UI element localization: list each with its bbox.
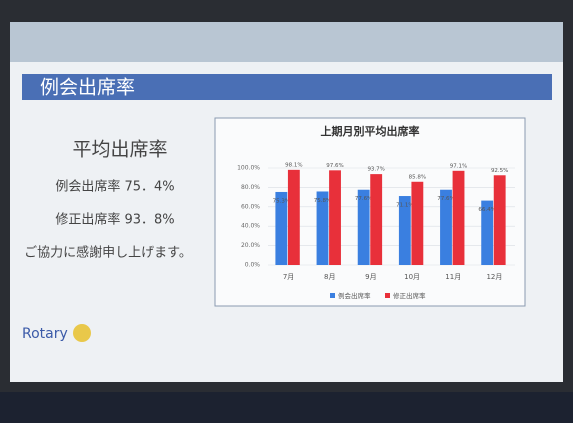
bar	[288, 170, 300, 265]
value-label: 97.6%	[326, 163, 343, 169]
line: ご協力に感謝申し上げます。	[24, 245, 192, 261]
legend-swatch	[385, 293, 390, 298]
y-tick-label: 80.0%	[241, 184, 260, 191]
value-label: 75.3%	[273, 198, 290, 204]
chart-title: 上期月別平均出席率	[321, 124, 420, 138]
line: 例会出席率 75．4%	[55, 179, 174, 195]
heading: 平均出席率	[72, 139, 167, 161]
value-label: 77.6%	[355, 196, 372, 202]
bar	[453, 171, 465, 265]
y-tick-label: 0.0%	[245, 262, 261, 269]
bar	[411, 182, 423, 265]
x-tick-label: 11月	[445, 273, 461, 281]
value-label: 75.8%	[314, 198, 331, 204]
value-label: 97.1%	[450, 163, 467, 169]
value-label: 93.7%	[367, 167, 384, 173]
y-tick-label: 20.0%	[241, 242, 260, 249]
slide-top	[10, 22, 563, 62]
bar	[494, 175, 506, 265]
y-tick-label: 100.0%	[237, 165, 260, 172]
legend-label: 修正出席率	[393, 291, 426, 300]
legend-label: 例会出席率	[338, 291, 371, 300]
slide-title: 例会出席率	[40, 77, 135, 99]
logo-wheel	[73, 324, 91, 342]
value-label: 98.1%	[285, 162, 302, 168]
x-tick-label: 12月	[486, 273, 502, 281]
value-label: 71.1%	[396, 203, 413, 209]
bar	[370, 174, 382, 265]
value-label: 92.5%	[491, 168, 508, 174]
legend-swatch	[330, 293, 335, 298]
x-tick-label: 8月	[324, 273, 335, 281]
y-tick-label: 40.0%	[241, 223, 260, 230]
value-label: 85.8%	[409, 174, 426, 180]
y-tick-label: 60.0%	[241, 203, 260, 210]
x-tick-label: 7月	[283, 273, 294, 281]
x-tick-label: 10月	[404, 273, 420, 281]
value-label: 66.4%	[478, 207, 495, 213]
x-tick-label: 9月	[365, 273, 376, 281]
value-label: 77.6%	[437, 196, 454, 202]
taskbar	[0, 392, 573, 423]
bar	[329, 170, 341, 265]
photo: 例会出席率 平均出席率 例会出席率 75．4% 修正出席率 93．8% ご協力に…	[0, 0, 573, 423]
line: 修正出席率 93．8%	[55, 212, 174, 228]
logo: Rotary	[22, 326, 68, 342]
